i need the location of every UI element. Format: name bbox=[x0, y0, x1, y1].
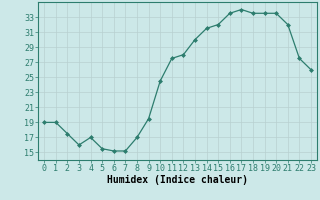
X-axis label: Humidex (Indice chaleur): Humidex (Indice chaleur) bbox=[107, 175, 248, 185]
